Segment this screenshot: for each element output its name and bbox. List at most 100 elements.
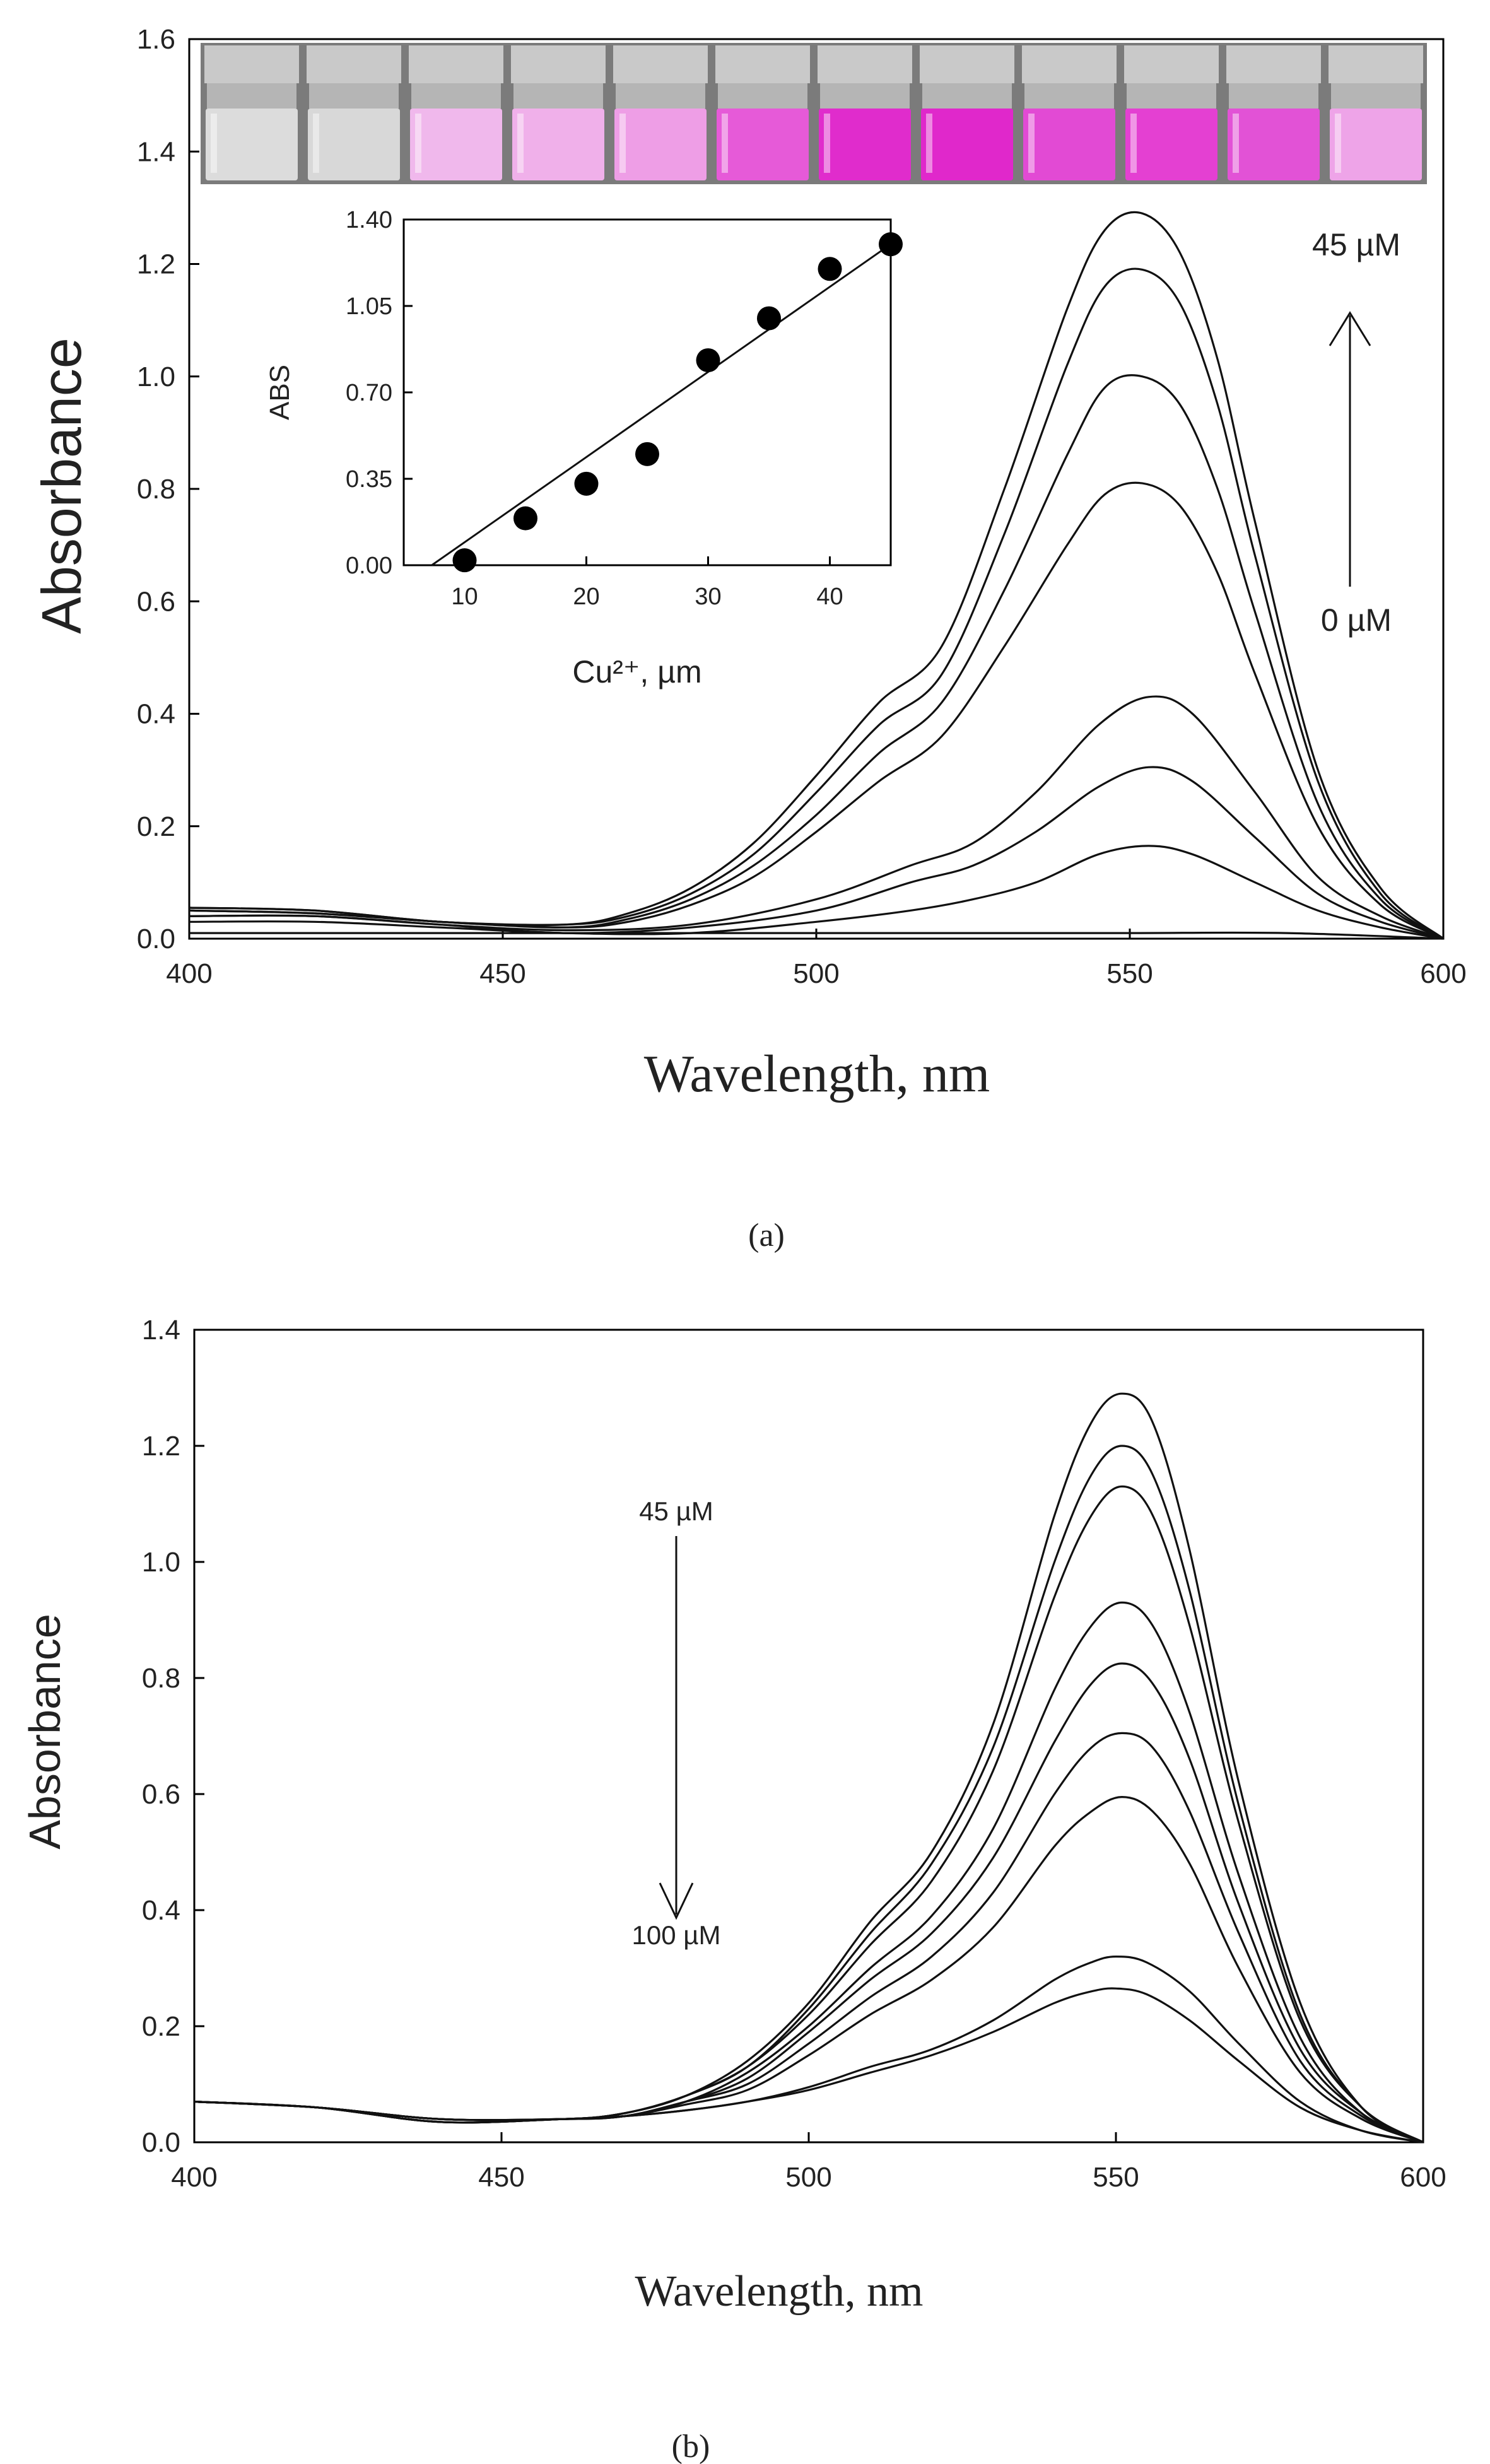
vial-neck	[616, 83, 705, 109]
panel-b-spectra	[194, 1392, 1424, 2144]
inset-y-ticks: 0.00 0.35 0.70 1.05 1.40	[346, 207, 413, 579]
vial-highlight	[619, 114, 626, 173]
vial-liquid	[1228, 109, 1320, 180]
vial-highlight	[1233, 114, 1239, 173]
inset-data-point	[696, 348, 720, 373]
b-spectrum-line	[194, 1445, 1424, 2144]
vial	[511, 45, 606, 180]
a-y-tick-label: 0.6	[137, 586, 175, 617]
vial	[1124, 45, 1219, 180]
vial-neck	[309, 83, 399, 109]
inset-plot-frame	[402, 218, 892, 566]
inset-y-tick-label: 0.70	[346, 380, 392, 406]
vial-neck	[411, 83, 501, 109]
b-y-tick-label: 1.4	[142, 1315, 180, 1346]
vial-cap	[1226, 45, 1321, 83]
a-y-tick-label: 0.2	[137, 811, 175, 842]
b-x-tick-label: 500	[785, 2162, 831, 2193]
a-y-tick-label: 1.6	[137, 24, 175, 55]
inset-data-point	[635, 442, 659, 466]
a-y-tick-label: 1.4	[137, 136, 175, 167]
inset-data-point	[452, 548, 477, 573]
a-spectrum-line	[189, 695, 1444, 940]
vial-neck	[1024, 83, 1114, 109]
vial-highlight	[1028, 114, 1035, 173]
a-y-tick-label: 0.4	[137, 699, 175, 730]
inset-x-tick-label: 10	[451, 584, 478, 610]
panel-a-spectra	[189, 211, 1445, 940]
a-y-tick-label: 0.8	[137, 474, 175, 505]
vial-neck	[718, 83, 807, 109]
inset-data-point	[757, 306, 781, 331]
vial	[307, 45, 401, 180]
vial-cap	[1329, 45, 1423, 83]
vial-liquid	[410, 109, 502, 180]
panel-b-y-ticks: 0.0 0.2 0.4 0.6 0.8 1.0 1.2 1.4	[142, 1315, 204, 2158]
inset-x-ticks: 10 20 30 40	[451, 556, 843, 610]
vial	[715, 45, 810, 180]
panel-a: 0.0 0.2 0.4 0.6 0.8 1.0 1.2 1.4 1.6 400 450 500 550…	[30, 24, 1467, 1253]
inset-fit-line-segment	[431, 243, 891, 566]
b-y-tick-label: 0.4	[142, 1895, 180, 1926]
a-x-tick-label: 450	[479, 958, 525, 989]
vial-liquid	[512, 109, 604, 180]
inset-data-point	[574, 471, 599, 496]
vial-liquid	[1330, 109, 1422, 180]
a-spectrum-line	[189, 211, 1445, 940]
vial-neck	[922, 83, 1012, 109]
vial	[204, 45, 299, 180]
a-x-tick-label: 500	[793, 958, 839, 989]
inset-data-point	[879, 232, 903, 257]
vial-cap	[511, 45, 606, 83]
vial-liquid	[819, 109, 911, 180]
panel-a-annotation-top: 45 µM	[1312, 227, 1400, 262]
a-y-tick-label: 0.0	[137, 924, 175, 954]
b-x-tick-label: 400	[171, 2162, 217, 2193]
vial-neck	[1229, 83, 1318, 109]
panel-b-plot-frame	[193, 1329, 1424, 2144]
b-y-tick-label: 1.0	[142, 1547, 180, 1578]
vial-highlight	[415, 114, 421, 173]
panel-a-y-axis-title: Absorbance	[30, 337, 93, 634]
a-spectrum-line	[189, 931, 1444, 940]
vial-photo	[201, 43, 1427, 184]
inset-fit-line	[431, 243, 891, 566]
vial-neck	[1127, 83, 1216, 109]
panel-b-x-ticks: 400 450 500 550 600	[171, 2132, 1446, 2193]
b-y-tick-label: 1.2	[142, 1431, 180, 1462]
b-spectrum-line	[194, 1987, 1424, 2144]
inset-y-tick-label: 1.05	[346, 293, 392, 320]
vial-highlight	[722, 114, 728, 173]
a-x-tick-label: 600	[1420, 958, 1466, 989]
vial-cap	[920, 45, 1014, 83]
b-y-tick-label: 0.0	[142, 2127, 180, 2158]
panel-a-x-axis-title: Wavelength, nm	[644, 1045, 990, 1103]
inset-y-tick-label: 1.40	[346, 207, 392, 233]
inset-x-tick-label: 40	[816, 584, 843, 610]
b-x-tick-label: 600	[1400, 2162, 1446, 2193]
vial-liquid	[308, 109, 400, 180]
panel-b-y-axis-title: Absorbance	[20, 1614, 69, 1850]
vial-liquid	[921, 109, 1013, 180]
a-y-tick-label: 1.2	[137, 249, 175, 280]
b-spectrum-line	[194, 1662, 1424, 2144]
panel-b-annotation-top: 45 µM	[639, 1496, 713, 1526]
a-x-tick-label: 400	[166, 958, 212, 989]
vial-highlight	[211, 114, 217, 173]
panel-b-annotation-bottom: 100 µM	[632, 1920, 721, 1950]
panel-b-label: (b)	[672, 2429, 710, 2464]
inset-data-point	[513, 506, 537, 531]
panel-b-arrow-head-icon	[659, 1882, 694, 1920]
vial-highlight	[824, 114, 830, 173]
vial-highlight	[517, 114, 524, 173]
vial-cap	[307, 45, 401, 83]
b-y-tick-label: 0.2	[142, 2011, 180, 2042]
inset-y-tick-label: 0.00	[346, 553, 392, 579]
vial-highlight	[1130, 114, 1137, 173]
b-x-tick-label: 550	[1093, 2162, 1139, 2193]
a-y-tick-label: 1.0	[137, 361, 175, 392]
inset-y-tick-label: 0.35	[346, 466, 392, 493]
vial-highlight	[926, 114, 932, 173]
vial-cap	[1022, 45, 1117, 83]
vial	[409, 45, 503, 180]
